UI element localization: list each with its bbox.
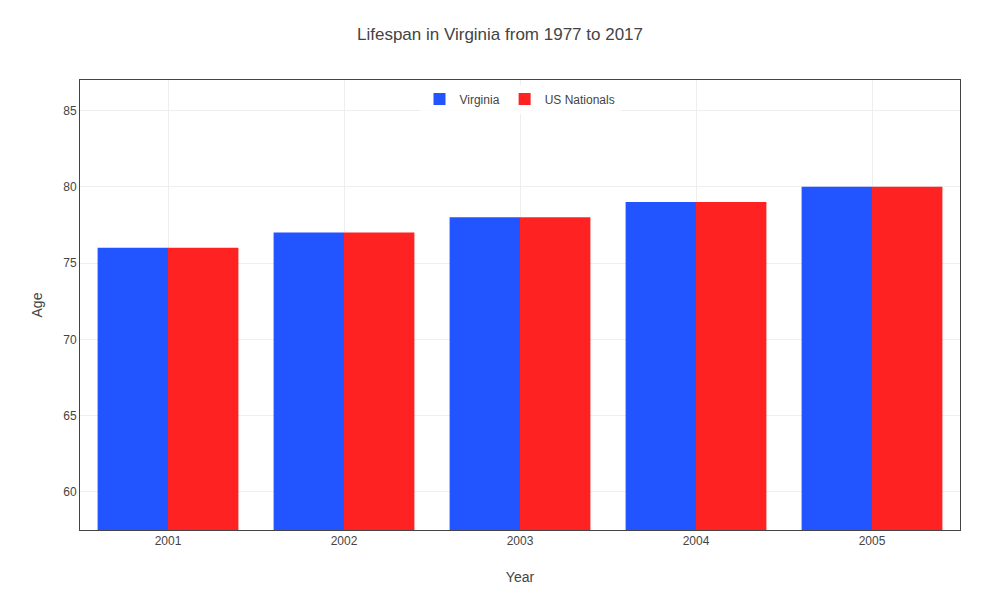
svg-text:80: 80 bbox=[63, 180, 77, 194]
svg-text:2001: 2001 bbox=[155, 534, 182, 548]
svg-text:60: 60 bbox=[63, 485, 77, 499]
svg-text:2003: 2003 bbox=[507, 534, 534, 548]
svg-text:Lifespan in Virginia from 1977: Lifespan in Virginia from 1977 to 2017 bbox=[357, 25, 643, 44]
svg-text:70: 70 bbox=[63, 333, 77, 347]
svg-text:2005: 2005 bbox=[859, 534, 886, 548]
svg-text:US Nationals: US Nationals bbox=[545, 93, 615, 107]
svg-text:Year: Year bbox=[506, 569, 535, 585]
svg-text:2002: 2002 bbox=[331, 534, 358, 548]
svg-text:Age: Age bbox=[29, 292, 45, 317]
svg-text:2004: 2004 bbox=[683, 534, 710, 548]
svg-text:65: 65 bbox=[63, 409, 77, 423]
svg-text:85: 85 bbox=[63, 104, 77, 118]
svg-text:75: 75 bbox=[63, 256, 77, 270]
svg-text:Virginia: Virginia bbox=[460, 93, 500, 107]
